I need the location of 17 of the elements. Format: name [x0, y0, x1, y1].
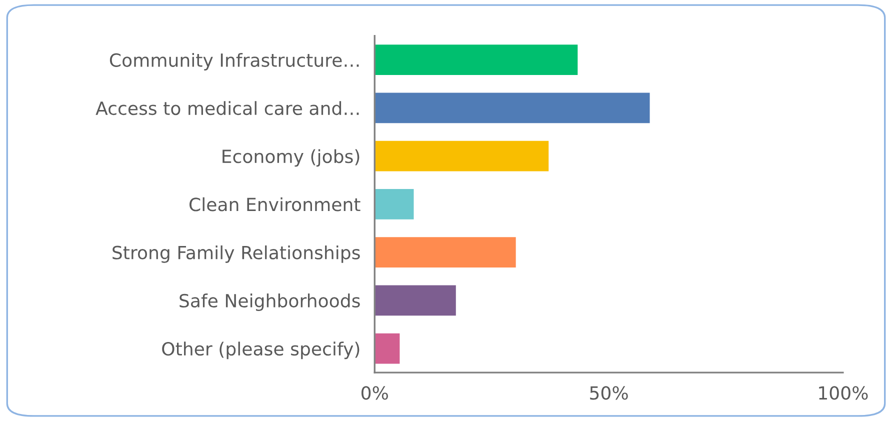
x-tick-label: 0%	[362, 386, 388, 400]
x-tick-label: 50%	[590, 386, 628, 400]
x-tick-label: 100%	[819, 386, 868, 400]
bar	[374, 140, 550, 173]
y-tick-label: Economy (jobs)	[222, 149, 360, 167]
bar	[374, 188, 416, 221]
bar	[374, 332, 402, 366]
bar	[374, 43, 580, 76]
y-tick-label: Access to medical care and…	[96, 101, 359, 116]
y-tick-label: Other (please specify)	[162, 342, 360, 360]
y-tick-label: Safe Neighborhoods	[180, 294, 360, 312]
y-tick-label: Clean Environment	[190, 197, 360, 212]
y-tick-label: Strong Family Relationships	[112, 245, 360, 263]
bar	[374, 91, 652, 125]
y-tick-label: Community Infrastructure…	[110, 52, 359, 70]
bar	[374, 284, 458, 317]
bar	[374, 236, 518, 269]
